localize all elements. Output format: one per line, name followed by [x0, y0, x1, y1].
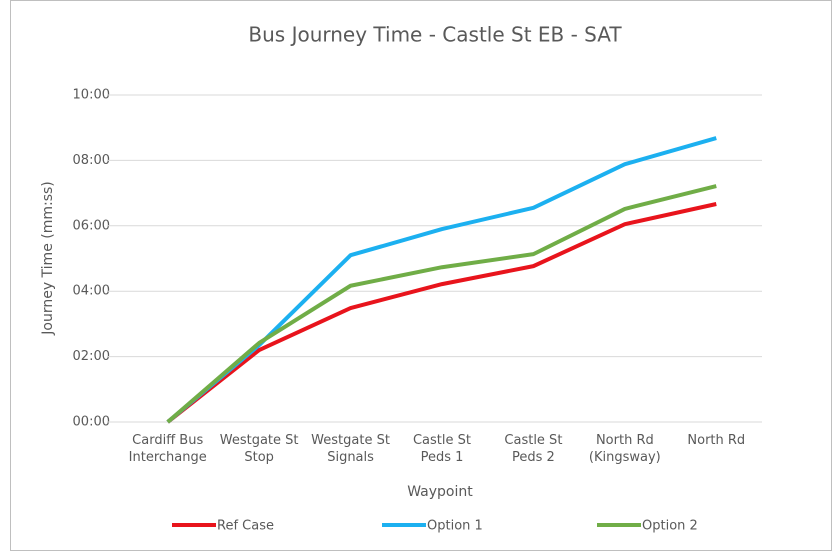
- y-tick-label: 04:00: [73, 284, 110, 299]
- legend-label: Ref Case: [217, 519, 274, 534]
- y-tick-label: 10:00: [73, 88, 110, 103]
- legend-label: Option 2: [642, 519, 698, 534]
- x-tick-label: Castle St Peds 2: [504, 433, 563, 465]
- legend-label: Option 1: [427, 519, 483, 534]
- x-tick-label: Westgate St Signals: [311, 433, 390, 465]
- series-line: [166, 202, 717, 424]
- x-tick-label: North Rd (Kingsway): [588, 433, 661, 465]
- y-tick-label: 02:00: [73, 349, 110, 364]
- y-tick-label: 06:00: [73, 218, 110, 233]
- chart-title: Bus Journey Time - Castle St EB - SAT: [248, 23, 622, 47]
- x-axis-label: Waypoint: [407, 484, 473, 500]
- chart-border: [10, 0, 832, 551]
- y-tick-label: 08:00: [73, 153, 110, 168]
- series-line: [166, 184, 717, 424]
- x-tick-label: North Rd: [687, 433, 746, 448]
- y-tick-label: 00:00: [73, 415, 110, 430]
- x-tick-label: Westgate St Stop: [219, 433, 299, 465]
- x-tick-label: Castle St Peds 1: [412, 433, 471, 465]
- y-axis-label: Journey Time (mm:ss): [40, 181, 56, 336]
- x-tick-label: Cardiff Bus Interchange: [128, 433, 207, 465]
